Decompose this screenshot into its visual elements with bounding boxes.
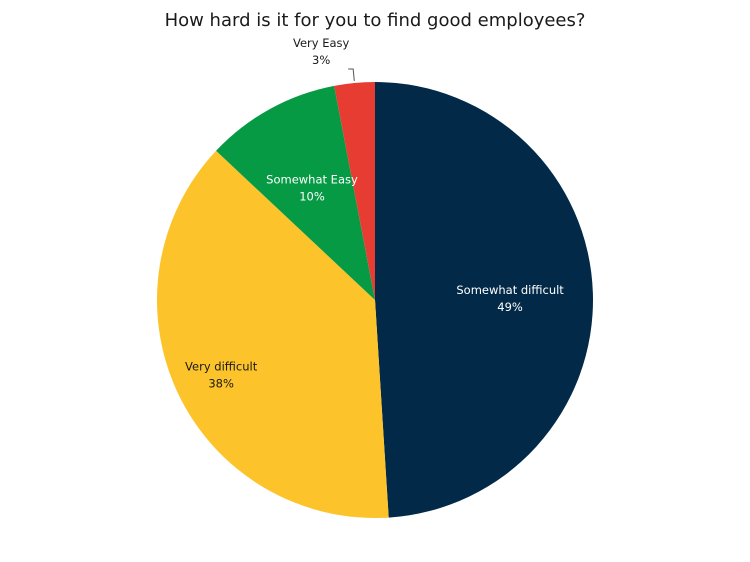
slice-value-label: 49%: [497, 300, 523, 314]
slice-label: Very Easy: [293, 36, 350, 50]
pie-slices: [157, 82, 593, 518]
pie-slice-very-easy: [334, 82, 375, 300]
slice-value-label: 38%: [208, 376, 234, 390]
pie-slice-somewhat-easy: [216, 85, 375, 300]
slice-label: Somewhat Easy: [266, 172, 358, 186]
slice-value-label: 10%: [299, 189, 325, 203]
leader-line: [348, 68, 355, 82]
slice-value-label: 3%: [312, 53, 330, 67]
slice-label: Somewhat difficult: [456, 283, 564, 297]
pie-labels: Somewhat difficult 49% Very difficult 38% So…: [185, 36, 564, 390]
pie-slice-very-difficult: [157, 150, 389, 518]
pie-slice-somewhat-difficult: [375, 82, 593, 518]
chart-title: How hard is it for you to find good empl…: [164, 10, 586, 31]
slice-label: Very difficult: [185, 359, 258, 373]
